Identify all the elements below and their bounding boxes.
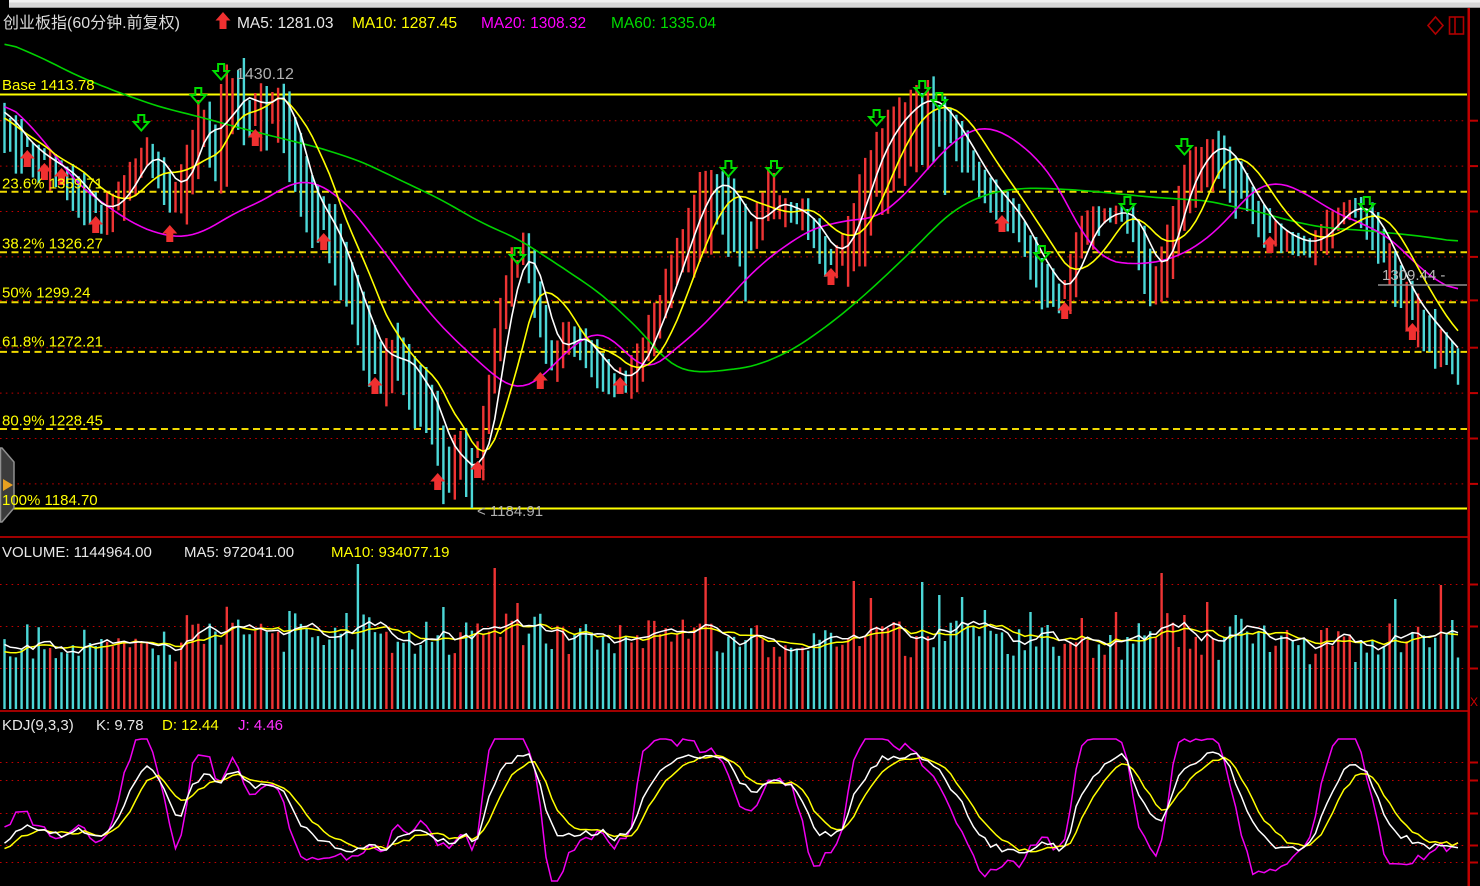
svg-text:MA20: 1308.32: MA20: 1308.32 — [481, 15, 586, 32]
svg-text:D: 12.44: D: 12.44 — [162, 717, 219, 734]
svg-text:MA60: 1335.04: MA60: 1335.04 — [611, 15, 717, 32]
svg-text:J: 4.46: J: 4.46 — [238, 717, 283, 734]
svg-text:< 1184.91: < 1184.91 — [477, 503, 543, 520]
svg-text:MA5: 1281.03: MA5: 1281.03 — [237, 15, 334, 32]
svg-text:Base 1413.78: Base 1413.78 — [2, 77, 95, 94]
svg-text:38.2% 1326.27: 38.2% 1326.27 — [2, 236, 103, 253]
svg-text:1309.44 -: 1309.44 - — [1382, 267, 1445, 284]
svg-text:X: X — [1470, 695, 1478, 709]
svg-text:23.6% 1359.71: 23.6% 1359.71 — [2, 176, 103, 193]
svg-text:MA10: 1287.45: MA10: 1287.45 — [352, 15, 457, 32]
svg-text:61.8% 1272.21: 61.8% 1272.21 — [2, 334, 103, 351]
svg-text:100% 1184.70: 100% 1184.70 — [2, 492, 98, 509]
svg-text:80.9% 1228.45: 80.9% 1228.45 — [2, 413, 103, 430]
svg-text:50% 1299.24: 50% 1299.24 — [2, 285, 90, 302]
svg-text:创业板指(60分钟.前复权): 创业板指(60分钟.前复权) — [3, 14, 180, 32]
svg-text:MA5: 972041.00: MA5: 972041.00 — [184, 544, 294, 561]
svg-text:K: 9.78: K: 9.78 — [96, 717, 144, 734]
svg-text:1430.12: 1430.12 — [236, 66, 294, 83]
svg-text:KDJ(9,3,3): KDJ(9,3,3) — [2, 717, 74, 734]
svg-text:VOLUME: 1144964.00: VOLUME: 1144964.00 — [2, 544, 152, 561]
svg-text:MA10: 934077.19: MA10: 934077.19 — [331, 544, 449, 561]
